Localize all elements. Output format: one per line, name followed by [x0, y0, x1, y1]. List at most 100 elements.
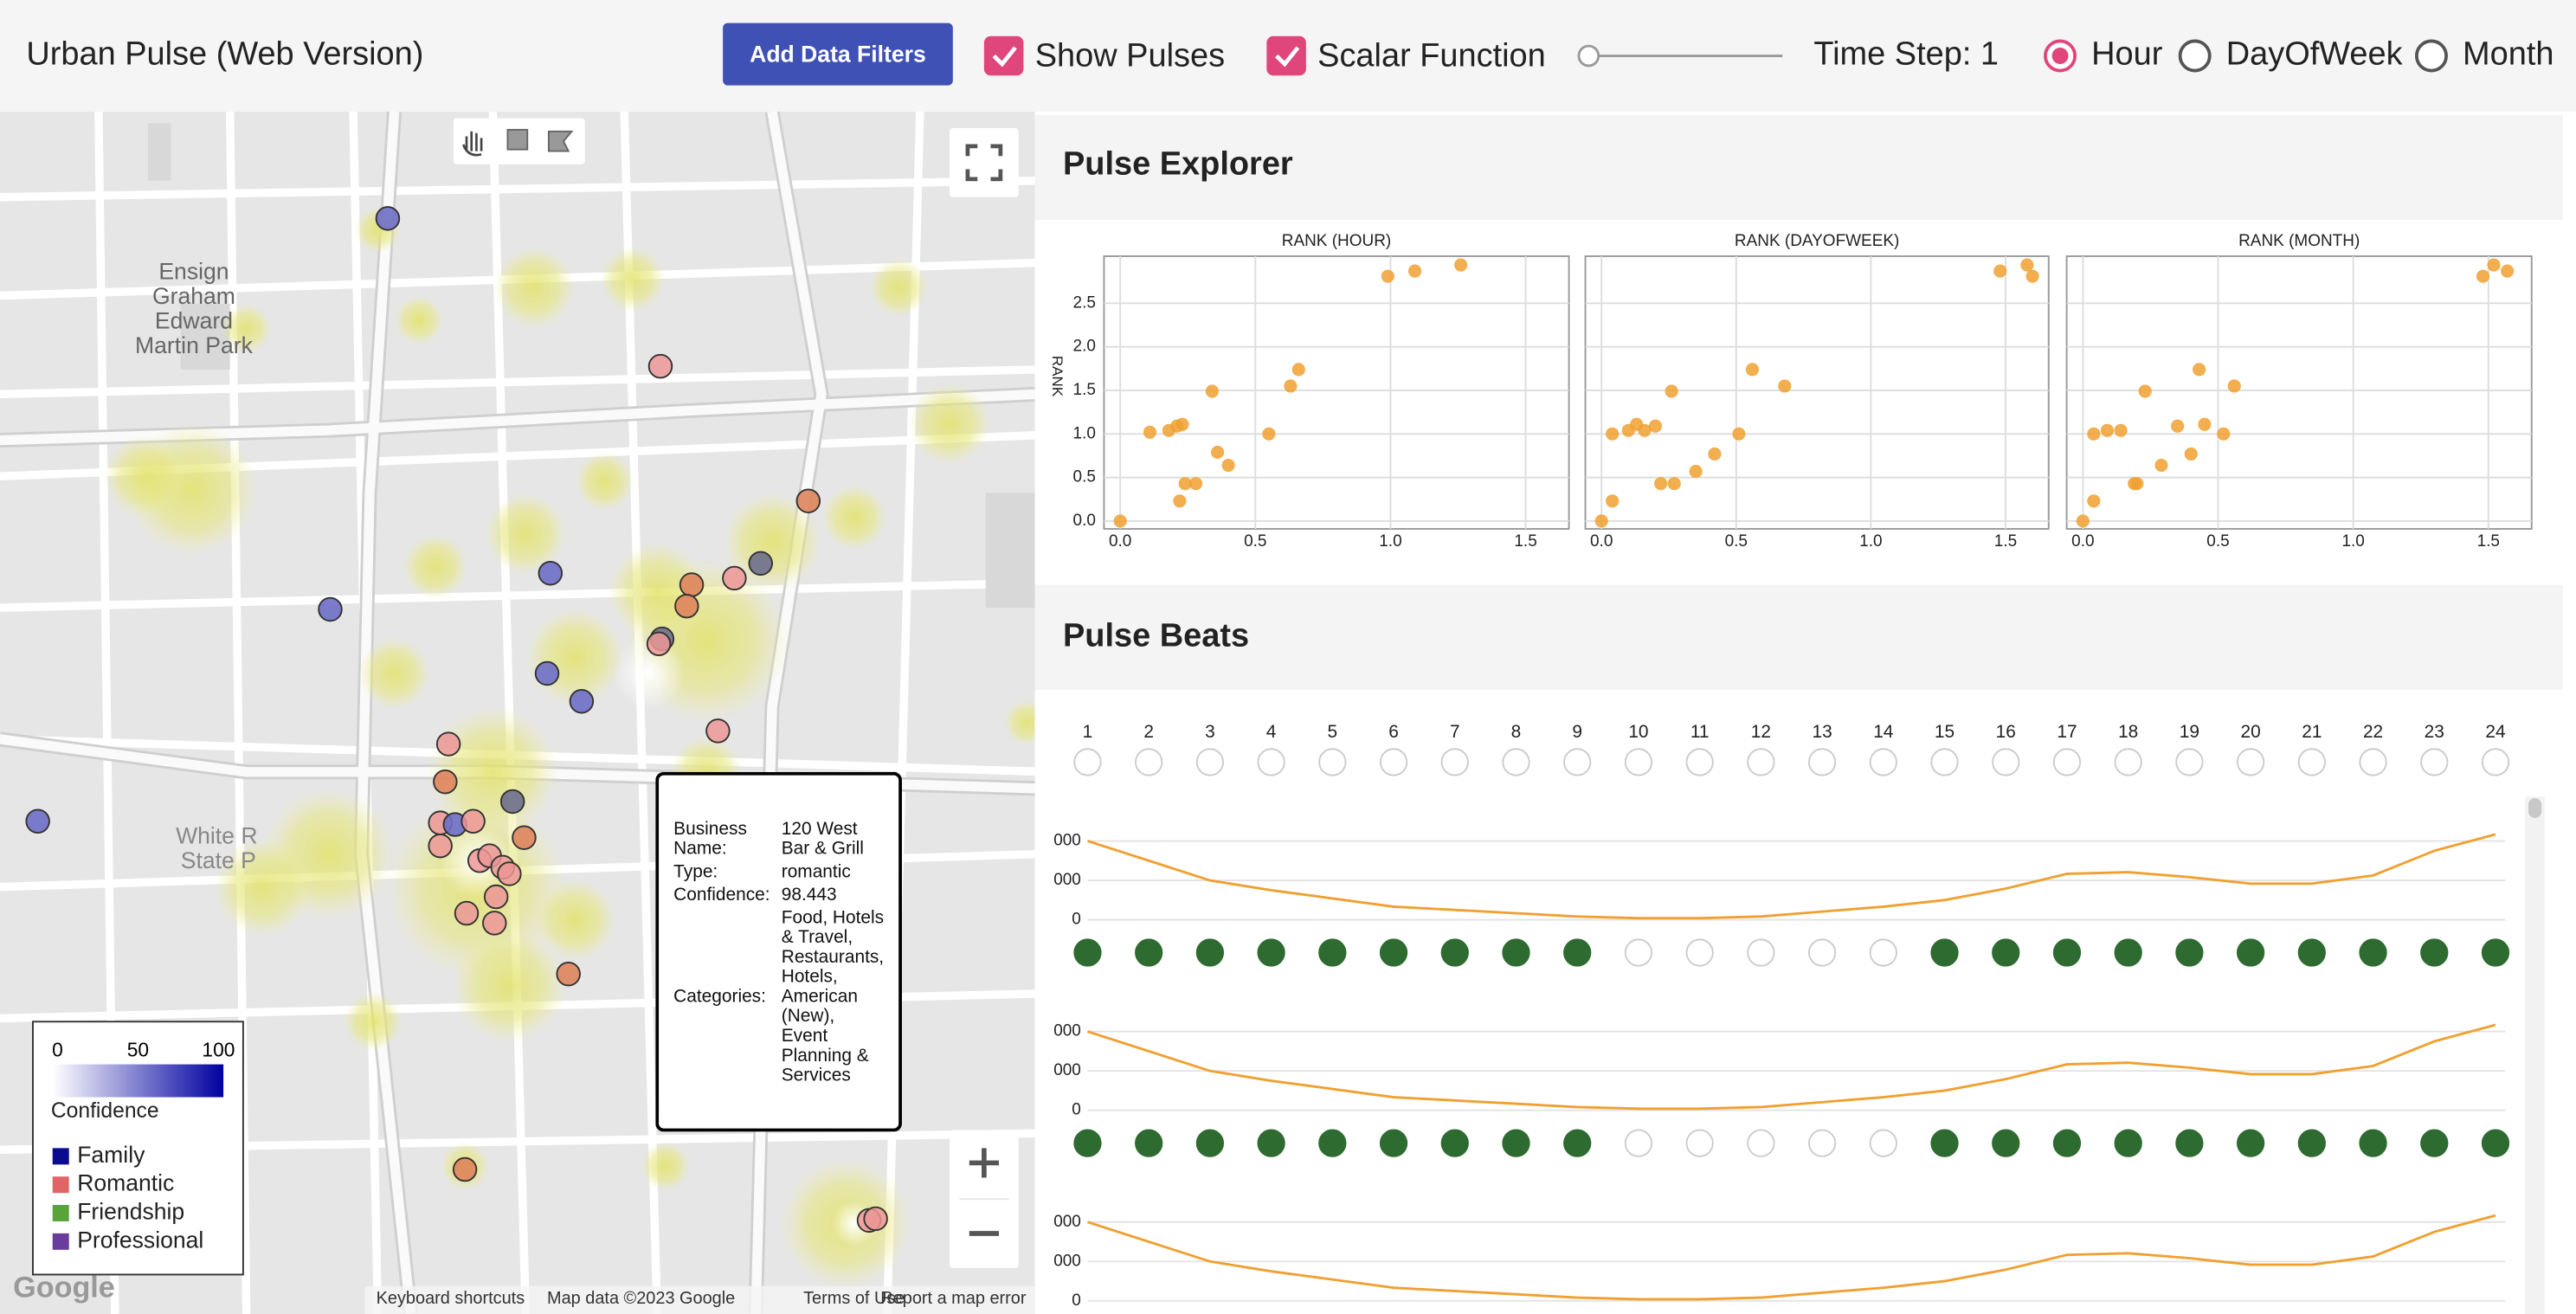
map-marker[interactable]	[375, 206, 401, 231]
scatter-point[interactable]	[2217, 427, 2231, 441]
beat-dot[interactable]	[1135, 1129, 1163, 1157]
scatter-point[interactable]	[1175, 417, 1189, 431]
scatter-point[interactable]	[1689, 464, 1703, 479]
scatter-point[interactable]	[2020, 258, 2034, 272]
beat-dot[interactable]	[2420, 1129, 2449, 1157]
filter-button[interactable]	[723, 23, 953, 86]
hour-selector[interactable]	[1807, 748, 1837, 776]
radio-label[interactable]: Month	[2463, 36, 2553, 73]
beat-dot[interactable]	[2052, 1129, 2082, 1157]
map-marker[interactable]	[512, 825, 537, 850]
attribution-link[interactable]: Report a map error	[880, 1289, 1027, 1308]
beat-dot[interactable]	[2359, 1129, 2387, 1157]
beat-dot[interactable]	[1073, 1129, 1102, 1157]
attribution-link[interactable]: Map data ©2023 Google	[547, 1289, 735, 1308]
map-marker[interactable]	[25, 808, 50, 834]
scatter-point[interactable]	[1407, 264, 1422, 278]
scatter-point[interactable]	[1648, 419, 1663, 433]
hour-selector[interactable]	[2297, 748, 2326, 776]
scatter-point[interactable]	[2227, 379, 2241, 393]
beat-dot[interactable]	[1257, 1129, 1285, 1157]
scatter-point[interactable]	[2087, 494, 2101, 508]
beat-dot[interactable]	[1992, 1129, 2020, 1157]
map-marker[interactable]	[795, 488, 821, 513]
map-marker[interactable]	[454, 900, 480, 926]
hour-selector[interactable]	[1747, 748, 1775, 776]
map-marker[interactable]	[863, 1206, 888, 1232]
beat-dot[interactable]	[2114, 938, 2142, 967]
hour-selector[interactable]	[1502, 748, 1530, 776]
map-marker[interactable]	[460, 808, 486, 834]
scatter-point[interactable]	[1284, 379, 1298, 393]
scatter-point[interactable]	[1221, 458, 1235, 473]
filter-button-label[interactable]: Add Data Filters	[750, 42, 926, 68]
beat-dot[interactable]	[1807, 938, 1837, 967]
hour-selector[interactable]	[1685, 748, 1714, 776]
map-marker[interactable]	[679, 572, 705, 597]
scatter-point[interactable]	[1665, 384, 1678, 398]
beat-dot[interactable]	[2297, 1129, 2326, 1157]
beat-dot[interactable]	[2236, 1129, 2265, 1157]
hour-selector[interactable]	[2359, 748, 2387, 776]
scatter-point[interactable]	[1667, 477, 1681, 491]
beat-dot[interactable]	[1624, 1129, 1653, 1157]
map-marker[interactable]	[705, 718, 731, 744]
scatter-point[interactable]	[1381, 269, 1394, 283]
map-marker[interactable]	[428, 833, 453, 859]
scatter-point[interactable]	[2076, 514, 2090, 528]
beat-dot[interactable]	[1440, 938, 1469, 967]
map-marker[interactable]	[499, 789, 525, 815]
hour-selector[interactable]	[2420, 748, 2449, 776]
map-marker[interactable]	[538, 560, 564, 586]
hour-selector[interactable]	[1257, 748, 1285, 776]
hour-selector[interactable]	[1563, 748, 1592, 776]
map-marker[interactable]	[452, 1156, 478, 1182]
hour-selector[interactable]	[1869, 748, 1897, 776]
beat-dot[interactable]	[1930, 938, 1959, 967]
beat-dot[interactable]	[1685, 1129, 1714, 1157]
scatter-point[interactable]	[1178, 477, 1192, 491]
scatter-point[interactable]	[2501, 264, 2515, 278]
hour-selector[interactable]	[1624, 748, 1653, 776]
scatter-point[interactable]	[1210, 445, 1225, 460]
beat-dot[interactable]	[1624, 938, 1653, 967]
beat-dot[interactable]	[1073, 938, 1102, 967]
beat-dot[interactable]	[2175, 1129, 2204, 1157]
checkbox[interactable]	[1266, 35, 1306, 76]
scatter-point[interactable]	[2193, 363, 2206, 377]
map-marker[interactable]	[483, 884, 509, 910]
beat-dot[interactable]	[1318, 1129, 1347, 1157]
hour-selector[interactable]	[1440, 748, 1469, 776]
hour-selector[interactable]	[1135, 748, 1163, 776]
zoom-in[interactable]	[969, 1148, 999, 1178]
scatter-point[interactable]	[2154, 458, 2168, 473]
beat-dot[interactable]	[2420, 938, 2449, 967]
beat-dot[interactable]	[1379, 938, 1408, 967]
scatter-point[interactable]	[1745, 363, 1760, 377]
scatter-point[interactable]	[2171, 419, 2185, 433]
hour-selector[interactable]	[1379, 748, 1408, 776]
map-marker[interactable]	[318, 596, 343, 622]
map-marker[interactable]	[646, 631, 672, 657]
scatter-point[interactable]	[1708, 447, 1722, 461]
beat-dot[interactable]	[1747, 938, 1775, 967]
hour-selector[interactable]	[1318, 748, 1347, 776]
scatter-point[interactable]	[2198, 417, 2212, 431]
scatter-point[interactable]	[2487, 258, 2501, 272]
map-marker[interactable]	[556, 961, 581, 987]
map-marker[interactable]	[674, 593, 699, 619]
beat-dot[interactable]	[1135, 938, 1163, 967]
beat-dot[interactable]	[2359, 938, 2387, 967]
hour-selector[interactable]	[2175, 748, 2204, 776]
beat-dot[interactable]	[2052, 938, 2082, 967]
beat-dot[interactable]	[1379, 1129, 1408, 1157]
map-marker[interactable]	[748, 551, 773, 576]
scatter-point[interactable]	[1778, 379, 1792, 393]
map-marker[interactable]	[569, 689, 595, 714]
beat-dot[interactable]	[1747, 1129, 1775, 1157]
beat-dot[interactable]	[1318, 938, 1347, 967]
polygon-tool[interactable]	[547, 130, 574, 152]
scrollbar-thumb[interactable]	[2528, 798, 2542, 818]
map-marker[interactable]	[482, 911, 507, 936]
fullscreen-button[interactable]	[950, 128, 1019, 197]
